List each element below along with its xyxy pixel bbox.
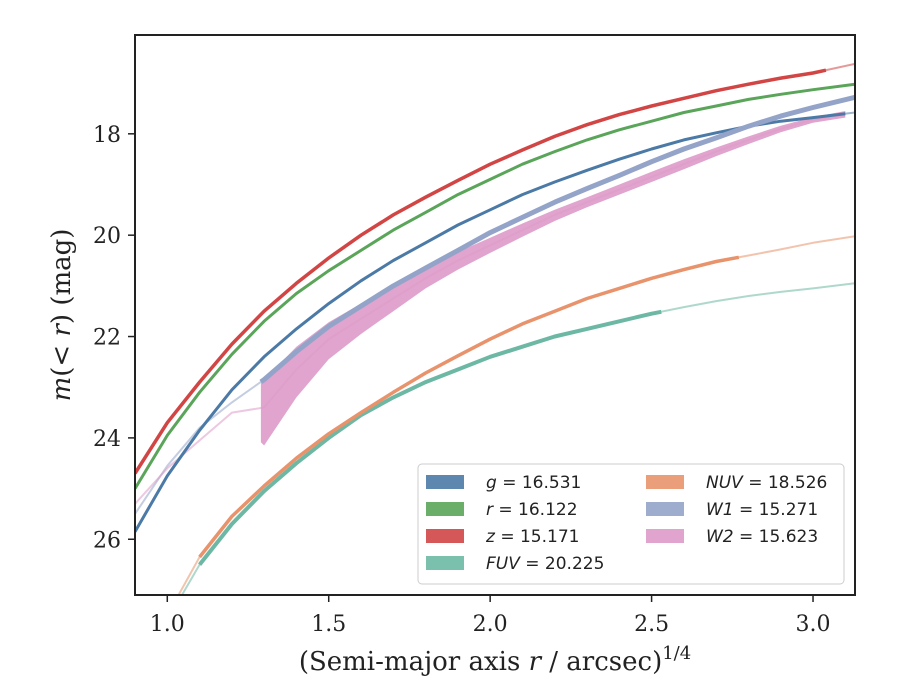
- legend-label-z: z = 15.171: [485, 527, 579, 547]
- legend-label-nuv: NUV = 18.526: [706, 473, 827, 493]
- y-tick-label: 22: [93, 326, 121, 351]
- legend-entry-w1: W1 = 15.271: [646, 500, 818, 520]
- legend-entry-r: r = 16.122: [426, 500, 578, 520]
- legend: g = 16.531 r = 16.122 z = 15.171 FUV = 20.2…: [417, 463, 845, 585]
- legend-box: [417, 463, 845, 585]
- x-axis-label: (Semi-major axis r / arcsec)1/4: [299, 643, 691, 677]
- x-tick-label: 1.5: [311, 612, 346, 637]
- nuv-curve: [198, 255, 740, 559]
- y-axis-label: m(< r) (mag): [47, 229, 77, 402]
- r-curve: [135, 82, 855, 490]
- legend-swatch-z: [426, 529, 464, 543]
- x-tick-label: 1.0: [150, 612, 185, 637]
- y-tick-label: 24: [93, 427, 121, 452]
- y-tick-label: 20: [93, 224, 121, 249]
- legend-entry-fuv: FUV = 20.225: [426, 554, 604, 574]
- legend-label-w2: W2 = 15.623: [706, 527, 818, 547]
- measured-curves: [135, 68, 855, 566]
- legend-swatch-w2: [646, 529, 684, 543]
- uncertainty-bands: [260, 111, 846, 446]
- r-extrapolated-line: [135, 83, 855, 490]
- legend-swatch-w1: [646, 502, 684, 516]
- legend-label-g: g = 16.531: [486, 473, 581, 493]
- w2-uncertainty-band: [260, 111, 846, 446]
- w1-curve: [259, 94, 855, 384]
- legend-label-r: r = 16.122: [486, 500, 578, 520]
- legend-label-fuv: FUV = 20.225: [486, 554, 604, 574]
- legend-entry-z: z = 15.171: [426, 527, 579, 547]
- x-tick-label: 3.0: [796, 612, 831, 637]
- legend-entry-w2: W2 = 15.623: [646, 527, 818, 547]
- w1-extrapolated-line: [135, 96, 855, 515]
- plot-frame: [134, 34, 856, 596]
- y-tick-label: 26: [93, 528, 121, 553]
- fuv-curve: [198, 309, 662, 566]
- y-tick-label: 18: [93, 123, 121, 148]
- legend-swatch-fuv: [426, 556, 464, 570]
- legend-swatch-nuv: [646, 475, 684, 489]
- z-curve: [135, 68, 827, 475]
- w2-extrapolated-line: [135, 112, 847, 505]
- legend-entry-g: g = 16.531: [426, 473, 581, 493]
- legend-label-w1: W1 = 15.271: [706, 500, 818, 520]
- legend-swatch-r: [426, 502, 464, 516]
- x-axis: 1.0 1.5 2.0 2.5 3.0: [150, 595, 831, 637]
- legend-swatch-g: [426, 475, 464, 489]
- x-tick-label: 2.0: [473, 612, 508, 637]
- x-tick-label: 2.5: [634, 612, 669, 637]
- g-curve: [135, 112, 846, 533]
- legend-entry-nuv: NUV = 18.526: [646, 473, 827, 493]
- y-axis: 18 20 22 24 26: [93, 123, 135, 553]
